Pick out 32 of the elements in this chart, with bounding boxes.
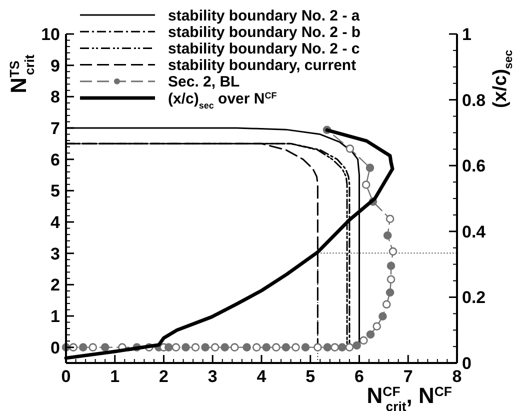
legend-label: stability boundary, current: [168, 57, 356, 74]
y-tick-label: 5: [50, 182, 60, 201]
y-tick-label: 6: [50, 150, 60, 170]
x-tick-label: 5: [306, 367, 316, 386]
x-tick-label: 1: [110, 367, 120, 386]
y2-tick-label: 0.8: [462, 90, 486, 110]
legend-label: stability boundary No. 2 - a: [168, 7, 360, 24]
y-tick-label: 7: [50, 118, 60, 138]
y2-tick-label: 0.2: [462, 288, 486, 308]
x-tick-label: 3: [208, 367, 218, 386]
y-tick-label: 0: [50, 338, 60, 358]
x-tick-label: 4: [256, 367, 267, 386]
y-tick-label: 8: [50, 88, 60, 107]
legend-label: Sec. 2, BL: [168, 74, 240, 91]
y-tick-label: 3: [50, 244, 60, 264]
y-tick-label: 9: [50, 56, 60, 76]
y2-tick-label: 1: [462, 24, 472, 44]
y-tick-label: 1: [50, 306, 60, 326]
x-tick-label: 7: [403, 367, 413, 386]
y2-tick-label: 0.6: [462, 156, 486, 176]
x-tick-label: 8: [452, 367, 462, 386]
legend-label: stability boundary No. 2 - b: [168, 24, 361, 41]
y-tick-label: 4: [50, 212, 61, 232]
y-tick-label: 10: [41, 24, 60, 44]
x-tick-label: 2: [159, 367, 168, 386]
x-axis-title: N$^{CF}$$_{crit}$, N$^{CF}$: [366, 383, 452, 411]
x-tick-label: 6: [354, 367, 364, 386]
legend-label: (x/c)$_{sec}$ over N$^{CF}$: [168, 90, 278, 110]
y2-tick-label: 0: [462, 354, 472, 373]
legend-label: stability boundary No. 2 - c: [168, 40, 360, 58]
y2-tick-label: 0.4: [462, 222, 486, 242]
y-tick-label: 2: [50, 276, 60, 295]
